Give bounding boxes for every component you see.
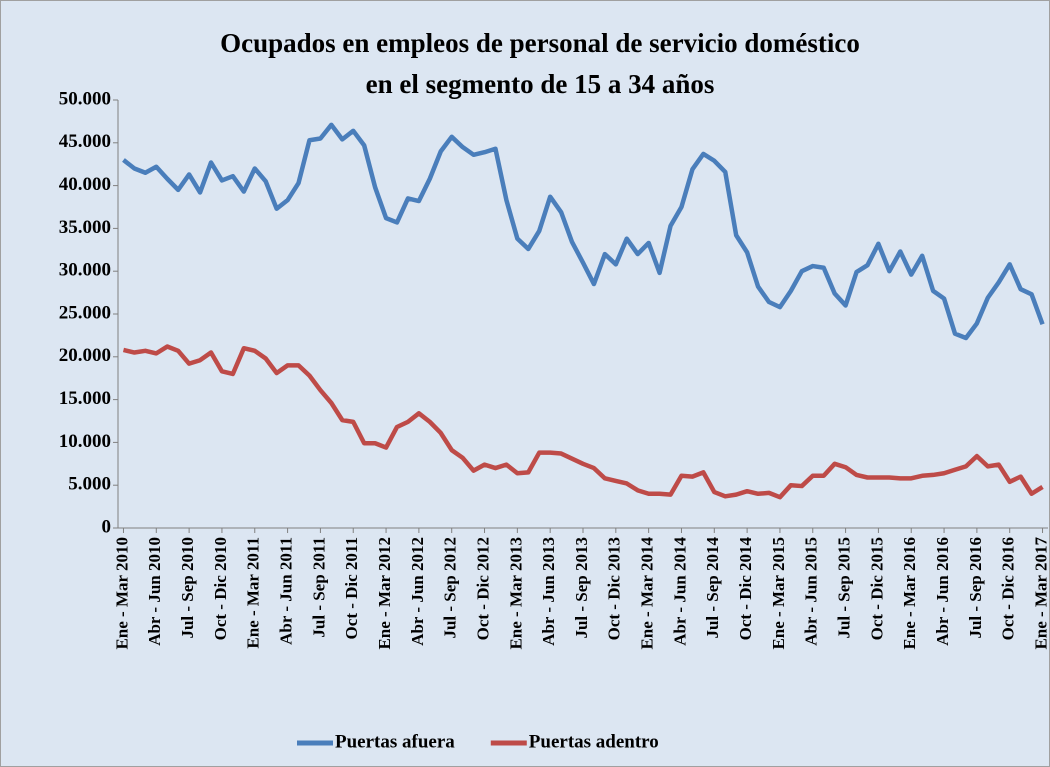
x-tick-label: Ene - Mar 2010 [112, 537, 131, 650]
x-tick-label: Ene - Mar 2013 [506, 537, 525, 650]
y-tick-label: 0 [102, 516, 112, 537]
x-tick-label: Oct - Dic 2010 [211, 537, 230, 640]
x-tick-label: Ene - Mar 2012 [375, 537, 394, 650]
x-tick-label: Ene - Mar 2011 [244, 537, 263, 649]
x-tick-label: Abr - Jun 2013 [539, 537, 558, 646]
y-tick-label: 35.000 [59, 217, 111, 238]
x-tick-label: Jul - Sep 2010 [178, 537, 197, 639]
x-tick-label: Ene - Mar 2015 [769, 537, 788, 650]
x-tick-label: Abr - Jun 2015 [802, 537, 821, 646]
x-tick-label: Jul - Sep 2016 [966, 537, 985, 639]
x-tick-label: Jul - Sep 2015 [834, 537, 853, 639]
x-tick-label: Oct - Dic 2011 [342, 537, 361, 639]
y-tick-label: 15.000 [59, 388, 111, 409]
y-tick-label: 45.000 [59, 131, 111, 152]
y-tick-label: 30.000 [59, 260, 111, 281]
x-tick-label: Abr - Jun 2012 [408, 537, 427, 646]
y-tick-label: 40.000 [59, 174, 111, 195]
x-tick-label: Oct - Dic 2013 [605, 537, 624, 640]
y-tick-label: 25.000 [59, 302, 111, 323]
line-series [122, 344, 1044, 500]
x-tick-label: Jul - Sep 2012 [441, 537, 460, 639]
y-tick-label: 50.000 [59, 88, 111, 109]
x-tick-label: Ene - Mar 2014 [638, 537, 657, 650]
chart-title: en el segmento de 15 a 34 años [366, 69, 715, 99]
legend-label: Puertas afuera [335, 731, 455, 752]
line-series [122, 122, 1045, 341]
x-tick-label: Jul - Sep 2014 [703, 537, 722, 639]
x-tick-label: Oct - Dic 2016 [999, 537, 1018, 640]
y-tick-label: 10.000 [59, 431, 111, 452]
chart-title: Ocupados en empleos de personal de servi… [220, 28, 860, 58]
x-tick-label: Abr - Jun 2011 [276, 537, 295, 645]
x-tick-label: Jul - Sep 2013 [572, 537, 591, 639]
x-tick-label: Abr - Jun 2016 [933, 537, 952, 646]
x-tick-label: Abr - Jun 2014 [670, 537, 689, 646]
legend-label: Puertas adentro [529, 731, 659, 752]
x-tick-label: Jul - Sep 2011 [309, 537, 328, 638]
y-tick-label: 20.000 [59, 345, 111, 366]
x-tick-label: Oct - Dic 2012 [473, 537, 492, 640]
x-tick-label: Ene - Mar 2017 [1031, 537, 1050, 650]
x-tick-label: Ene - Mar 2016 [900, 537, 919, 650]
x-tick-label: Abr - Jun 2010 [145, 537, 164, 646]
x-tick-label: Oct - Dic 2015 [867, 537, 886, 640]
x-tick-label: Oct - Dic 2014 [736, 537, 755, 641]
y-tick-label: 5.000 [68, 474, 111, 495]
